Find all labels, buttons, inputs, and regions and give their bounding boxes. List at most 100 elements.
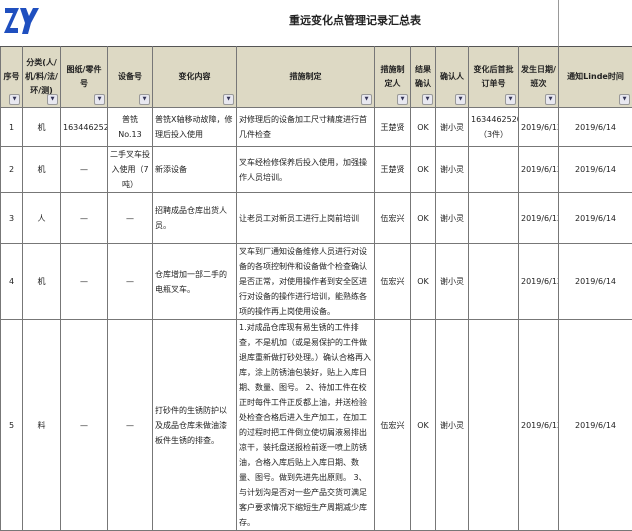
cell-result[interactable]: OK [411, 147, 436, 193]
column-header: 通知Linde时间 ▼ [559, 47, 632, 108]
cell-notify[interactable]: 2019/6/14 [559, 108, 632, 147]
cell-confirmer[interactable]: 谢小灵 [436, 147, 469, 193]
cell-part[interactable]: — [61, 147, 108, 193]
cell-change[interactable]: 仓库增加一部二手的电瓶叉车。 [153, 244, 237, 320]
column-header-label: 发生日期/班次 [521, 65, 556, 88]
company-logo [4, 6, 40, 36]
column-header: 分类(人/机/料/法/环/测)▼ [23, 47, 61, 108]
cell-change[interactable]: 打砂件的生锈防护以及成品仓库未做油漆板件生锈的排查。 [153, 320, 237, 531]
cell-equip[interactable]: 二手叉车投入使用（7吨） [108, 147, 153, 193]
cell-part[interactable]: — [61, 320, 108, 531]
cell-confirmer[interactable]: 谢小灵 [436, 193, 469, 244]
column-header: 确认人 ▼ [436, 47, 469, 108]
filter-dropdown-icon[interactable]: ▼ [139, 94, 150, 105]
cell-date[interactable]: 2019/6/13 [519, 320, 559, 531]
cell-confirmer[interactable]: 谢小灵 [436, 108, 469, 147]
cell-measure[interactable]: 1.对成品仓库现有易生锈的工件排查，不是机加（或是易保护的工件做退库重新做打砂处… [237, 320, 375, 531]
cell-maker[interactable]: 伍宏兴 [375, 193, 411, 244]
cell-no[interactable]: 4 [1, 244, 23, 320]
cell-measure[interactable]: 叉车经检修保养后投入使用，加强操作人员培训。 [237, 147, 375, 193]
column-header-label: 措施制定人 [381, 65, 405, 88]
cell-part[interactable]: 1634462520 [61, 108, 108, 147]
cell-date[interactable]: 2019/6/13 [519, 147, 559, 193]
column-header: 序号 ▼ [1, 47, 23, 108]
cell-cat[interactable]: 料 [23, 320, 61, 531]
column-header: 变化后首批订单号 ▼ [469, 47, 519, 108]
cell-no[interactable]: 3 [1, 193, 23, 244]
filter-dropdown-icon[interactable]: ▼ [455, 94, 466, 105]
cell-no[interactable]: 5 [1, 320, 23, 531]
cell-maker[interactable]: 伍宏兴 [375, 244, 411, 320]
change-record-table: 序号▼分类(人/机/料/法/环/测)▼图纸/零件号▼设备号▼变化内容▼措施制定▼… [0, 46, 632, 531]
cell-result[interactable]: OK [411, 193, 436, 244]
filter-dropdown-icon[interactable]: ▼ [545, 94, 556, 105]
cell-equip[interactable]: — [108, 193, 153, 244]
cell-equip[interactable]: 普铣 No.13 [108, 108, 153, 147]
column-header-label: 通知Linde时间 [567, 72, 624, 81]
cell-equip[interactable]: — [108, 320, 153, 531]
cell-date[interactable]: 2019/6/13 [519, 244, 559, 320]
cell-maker[interactable]: 王楚贤 [375, 108, 411, 147]
cell-cat[interactable]: 机 [23, 147, 61, 193]
column-header-label: 结果确认 [415, 65, 431, 88]
cell-maker[interactable]: 王楚贤 [375, 147, 411, 193]
filter-dropdown-icon[interactable]: ▼ [619, 94, 630, 105]
cell-cat[interactable]: 人 [23, 193, 61, 244]
cell-date[interactable]: 2019/6/13 [519, 108, 559, 147]
cell-result[interactable]: OK [411, 108, 436, 147]
cell-confirmer[interactable]: 谢小灵 [436, 244, 469, 320]
cell-result[interactable]: OK [411, 320, 436, 531]
filter-dropdown-icon[interactable]: ▼ [47, 94, 58, 105]
column-header-label: 确认人 [440, 72, 464, 81]
column-header: 结果确认 ▼ [411, 47, 436, 108]
filter-dropdown-icon[interactable]: ▼ [505, 94, 516, 105]
cell-no[interactable]: 1 [1, 108, 23, 147]
column-header-label: 措施制定 [290, 72, 322, 81]
cell-measure[interactable]: 对修理后的设备加工尺寸精度进行首几件检查 [237, 108, 375, 147]
cell-change[interactable]: 新添设备 [153, 147, 237, 193]
column-header: 设备号 ▼ [108, 47, 153, 108]
column-header-label: 图纸/零件号 [67, 65, 102, 88]
cell-result[interactable]: OK [411, 244, 436, 320]
cell-order[interactable]: 1634462520（3件） [469, 108, 519, 147]
cell-order[interactable] [469, 193, 519, 244]
cell-part[interactable]: — [61, 244, 108, 320]
divider [558, 0, 559, 46]
filter-dropdown-icon[interactable]: ▼ [361, 94, 372, 105]
filter-dropdown-icon[interactable]: ▼ [223, 94, 234, 105]
cell-order[interactable] [469, 244, 519, 320]
cell-maker[interactable]: 伍宏兴 [375, 320, 411, 531]
cell-change[interactable]: 招聘成品仓库出货人员。 [153, 193, 237, 244]
table-row: 1机1634462520普铣 No.13普铣X轴移动故障，修理后投入使用对修理后… [1, 108, 632, 147]
column-header-label: 设备号 [118, 72, 142, 81]
column-header-label: 变化后首批订单号 [474, 65, 514, 88]
column-header-label: 分类(人/机/料/法/环/测) [25, 58, 58, 95]
cell-notify[interactable]: 2019/6/14 [559, 147, 632, 193]
column-header: 图纸/零件号 ▼ [61, 47, 108, 108]
cell-cat[interactable]: 机 [23, 108, 61, 147]
cell-measure[interactable]: 叉车到厂通知设备维修人员进行对设备的各项控制件和设备做个检查确认是否正常，对使用… [237, 244, 375, 320]
cell-notify[interactable]: 2019/6/14 [559, 193, 632, 244]
cell-confirmer[interactable]: 谢小灵 [436, 320, 469, 531]
cell-order[interactable] [469, 320, 519, 531]
cell-no[interactable]: 2 [1, 147, 23, 193]
cell-cat[interactable]: 机 [23, 244, 61, 320]
cell-order[interactable] [469, 147, 519, 193]
cell-equip[interactable]: — [108, 244, 153, 320]
cell-notify[interactable]: 2019/6/14 [559, 320, 632, 531]
cell-change[interactable]: 普铣X轴移动故障，修理后投入使用 [153, 108, 237, 147]
filter-dropdown-icon[interactable]: ▼ [94, 94, 105, 105]
filter-dropdown-icon[interactable]: ▼ [9, 94, 20, 105]
cell-date[interactable]: 2019/6/13 [519, 193, 559, 244]
filter-dropdown-icon[interactable]: ▼ [397, 94, 408, 105]
cell-part[interactable]: — [61, 193, 108, 244]
cell-notify[interactable]: 2019/6/14 [559, 244, 632, 320]
filter-dropdown-icon[interactable]: ▼ [422, 94, 433, 105]
column-header: 发生日期/班次 ▼ [519, 47, 559, 108]
page-title: 重远变化点管理记录汇总表 [152, 0, 558, 46]
column-header-label: 序号 [4, 72, 20, 81]
cell-measure[interactable]: 让老员工对新员工进行上岗前培训 [237, 193, 375, 244]
